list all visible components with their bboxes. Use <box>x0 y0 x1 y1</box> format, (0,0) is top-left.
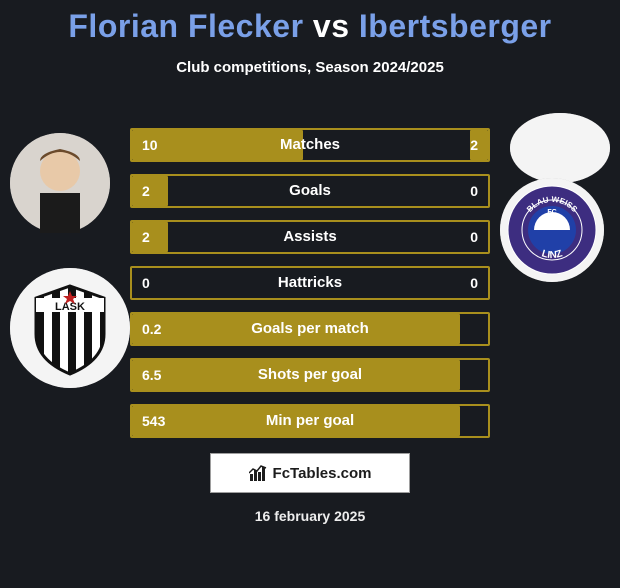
player-1-name: Florian Flecker <box>68 8 303 44</box>
date-label: 16 february 2025 <box>0 508 620 524</box>
stat-row: 00Hattricks <box>130 266 490 300</box>
svg-text:FC: FC <box>547 209 556 216</box>
stats-panel: 102Matches 20Goals 20Assists 00Hattricks 0.2… <box>130 128 490 450</box>
svg-text:LINZ: LINZ <box>540 248 563 261</box>
stat-row: 0.2Goals per match <box>130 312 490 346</box>
comparison-title: Florian Flecker vs Ibertsberger <box>0 8 620 45</box>
club-2-logo: FC BLAU WEISS LINZ <box>500 178 604 282</box>
stat-row: 20Goals <box>130 174 490 208</box>
subtitle: Club competitions, Season 2024/2025 <box>0 59 620 76</box>
stat-row: 543Min per goal <box>130 404 490 438</box>
stat-label: Assists <box>130 220 490 254</box>
stat-label: Hattricks <box>130 266 490 300</box>
player-1-avatar <box>10 133 110 233</box>
stat-row: 102Matches <box>130 128 490 162</box>
stat-label: Shots per goal <box>130 358 490 392</box>
vs-label: vs <box>313 8 350 44</box>
stat-label: Goals <box>130 174 490 208</box>
svg-text:LASK: LASK <box>55 301 85 313</box>
stat-row: 20Assists <box>130 220 490 254</box>
brand-box: FcTables.com <box>210 453 410 493</box>
stat-label: Min per goal <box>130 404 490 438</box>
player-2-avatar <box>510 113 610 183</box>
brand-text: FcTables.com <box>273 465 372 482</box>
chart-icon <box>249 464 267 482</box>
stat-label: Matches <box>130 128 490 162</box>
stat-row: 6.5Shots per goal <box>130 358 490 392</box>
stat-label: Goals per match <box>130 312 490 346</box>
player-2-name: Ibertsberger <box>359 8 552 44</box>
club-1-logo: LASK <box>10 268 130 388</box>
